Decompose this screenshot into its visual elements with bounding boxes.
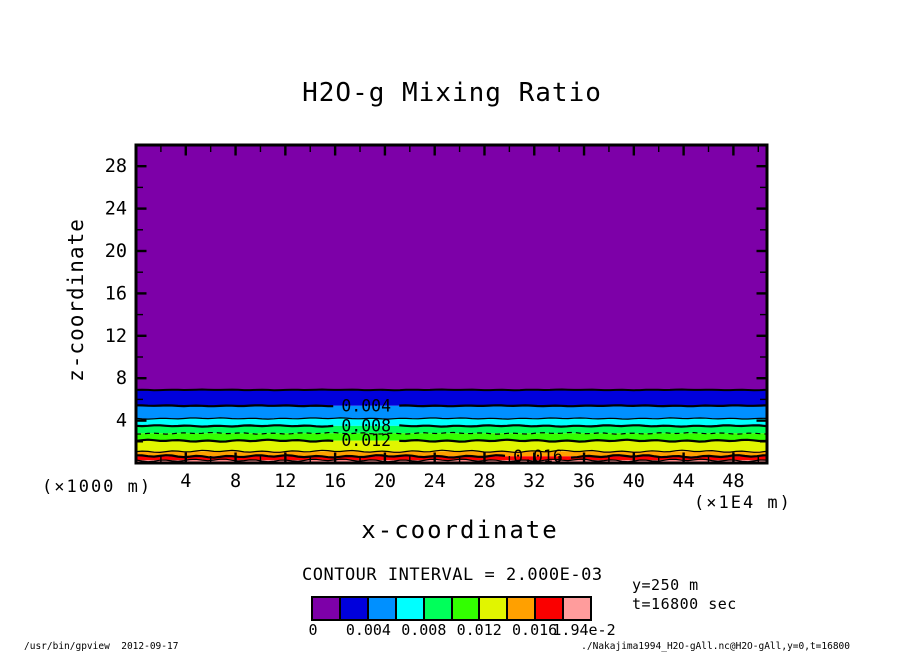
contour-band xyxy=(136,425,767,434)
contour-line-label: 0.004 xyxy=(341,396,391,415)
contour-line-label: 0.016 xyxy=(513,447,563,466)
footer-datasource: ./Nakajima1994_H2O-gAll.nc@H2O-gAll,y=0,… xyxy=(581,641,850,652)
contour-line xyxy=(135,438,334,443)
contour-line xyxy=(570,454,768,459)
x-axis-label: x-coordinate xyxy=(361,516,559,544)
x-tick-label: 48 xyxy=(722,471,744,492)
y-slice-annotation: y=250 m xyxy=(632,576,699,594)
contour-line xyxy=(135,388,768,392)
x-tick-label: 28 xyxy=(473,471,495,492)
y-tick-label: 4 xyxy=(116,411,127,432)
colorbar-segment xyxy=(340,598,369,619)
contour-line-label: 0.008 xyxy=(341,416,391,435)
x-tick-label: 8 xyxy=(230,471,241,492)
colorbar xyxy=(311,596,592,621)
y-axis-unit: (×1000 m) xyxy=(42,477,153,497)
colorbar-segment xyxy=(480,598,509,619)
contour-line xyxy=(135,454,506,459)
x-tick-label: 36 xyxy=(573,471,595,492)
y-tick-label: 8 xyxy=(116,368,127,389)
colorbar-segment xyxy=(313,598,341,619)
contour-line-label: 0.012 xyxy=(341,431,391,450)
colorbar-tick-label: 0.012 xyxy=(456,621,502,639)
x-axis-unit: (×1E4 m) xyxy=(694,493,792,513)
contour-band xyxy=(136,451,767,457)
time-annotation: t=16800 sec xyxy=(632,595,737,613)
contour-line xyxy=(135,449,768,454)
colorbar-segment xyxy=(508,598,537,619)
contour-line xyxy=(135,424,334,428)
contour-band xyxy=(136,389,767,406)
colorbar-segment xyxy=(424,598,453,619)
contour-band xyxy=(136,145,767,390)
x-tick-label: 24 xyxy=(424,471,446,492)
contour-band xyxy=(136,433,767,441)
x-tick-label: 16 xyxy=(324,471,346,492)
colorbar-tick-label: 0.016 xyxy=(512,621,558,639)
colorbar-segment xyxy=(536,598,565,619)
y-axis-label: z-coordinate xyxy=(64,218,88,382)
contour-line xyxy=(136,431,767,435)
contour-band xyxy=(136,440,767,452)
colorbar-tick-label: 0.008 xyxy=(401,621,447,639)
contour-line xyxy=(135,458,768,463)
y-tick-label: 28 xyxy=(105,156,127,177)
plot-frame xyxy=(134,143,769,465)
contour-line xyxy=(399,404,767,408)
contour-line xyxy=(135,404,334,408)
colorbar-tick-label: 0.004 xyxy=(345,621,391,639)
contour-band xyxy=(136,405,767,419)
contour-line xyxy=(135,417,768,420)
x-tick-label: 4 xyxy=(180,471,191,492)
contour-interval-note: CONTOUR INTERVAL = 2.000E-03 xyxy=(302,565,603,585)
x-tick-label: 44 xyxy=(672,471,694,492)
x-tick-label: 12 xyxy=(274,471,296,492)
contour-band xyxy=(136,418,767,426)
colorbar-segment xyxy=(452,598,481,619)
contour-line xyxy=(399,438,768,443)
colorbar-tick-labels: 0 0.004 0.008 0.012 0.016 1.94e-2 xyxy=(308,621,615,639)
colorbar-tick-label: 0 xyxy=(308,621,318,639)
y-tick-label: 24 xyxy=(105,199,127,220)
colorbar-segment xyxy=(368,598,397,619)
colorbar-segment xyxy=(396,598,425,619)
contour-line xyxy=(399,424,768,428)
footer-command: /usr/bin/gpview 2012-09-17 xyxy=(24,641,179,652)
chart-title: H2O-g Mixing Ratio xyxy=(302,78,602,108)
colorbar-segment xyxy=(564,598,591,619)
y-tick-label: 12 xyxy=(105,326,127,347)
x-tick-label: 20 xyxy=(374,471,396,492)
x-tick-label: 40 xyxy=(623,471,645,492)
y-tick-label: 20 xyxy=(105,241,127,262)
y-tick-label: 16 xyxy=(105,283,127,304)
x-tick-label: 32 xyxy=(523,471,545,492)
colorbar-tick-label: 1.94e-2 xyxy=(552,621,616,639)
